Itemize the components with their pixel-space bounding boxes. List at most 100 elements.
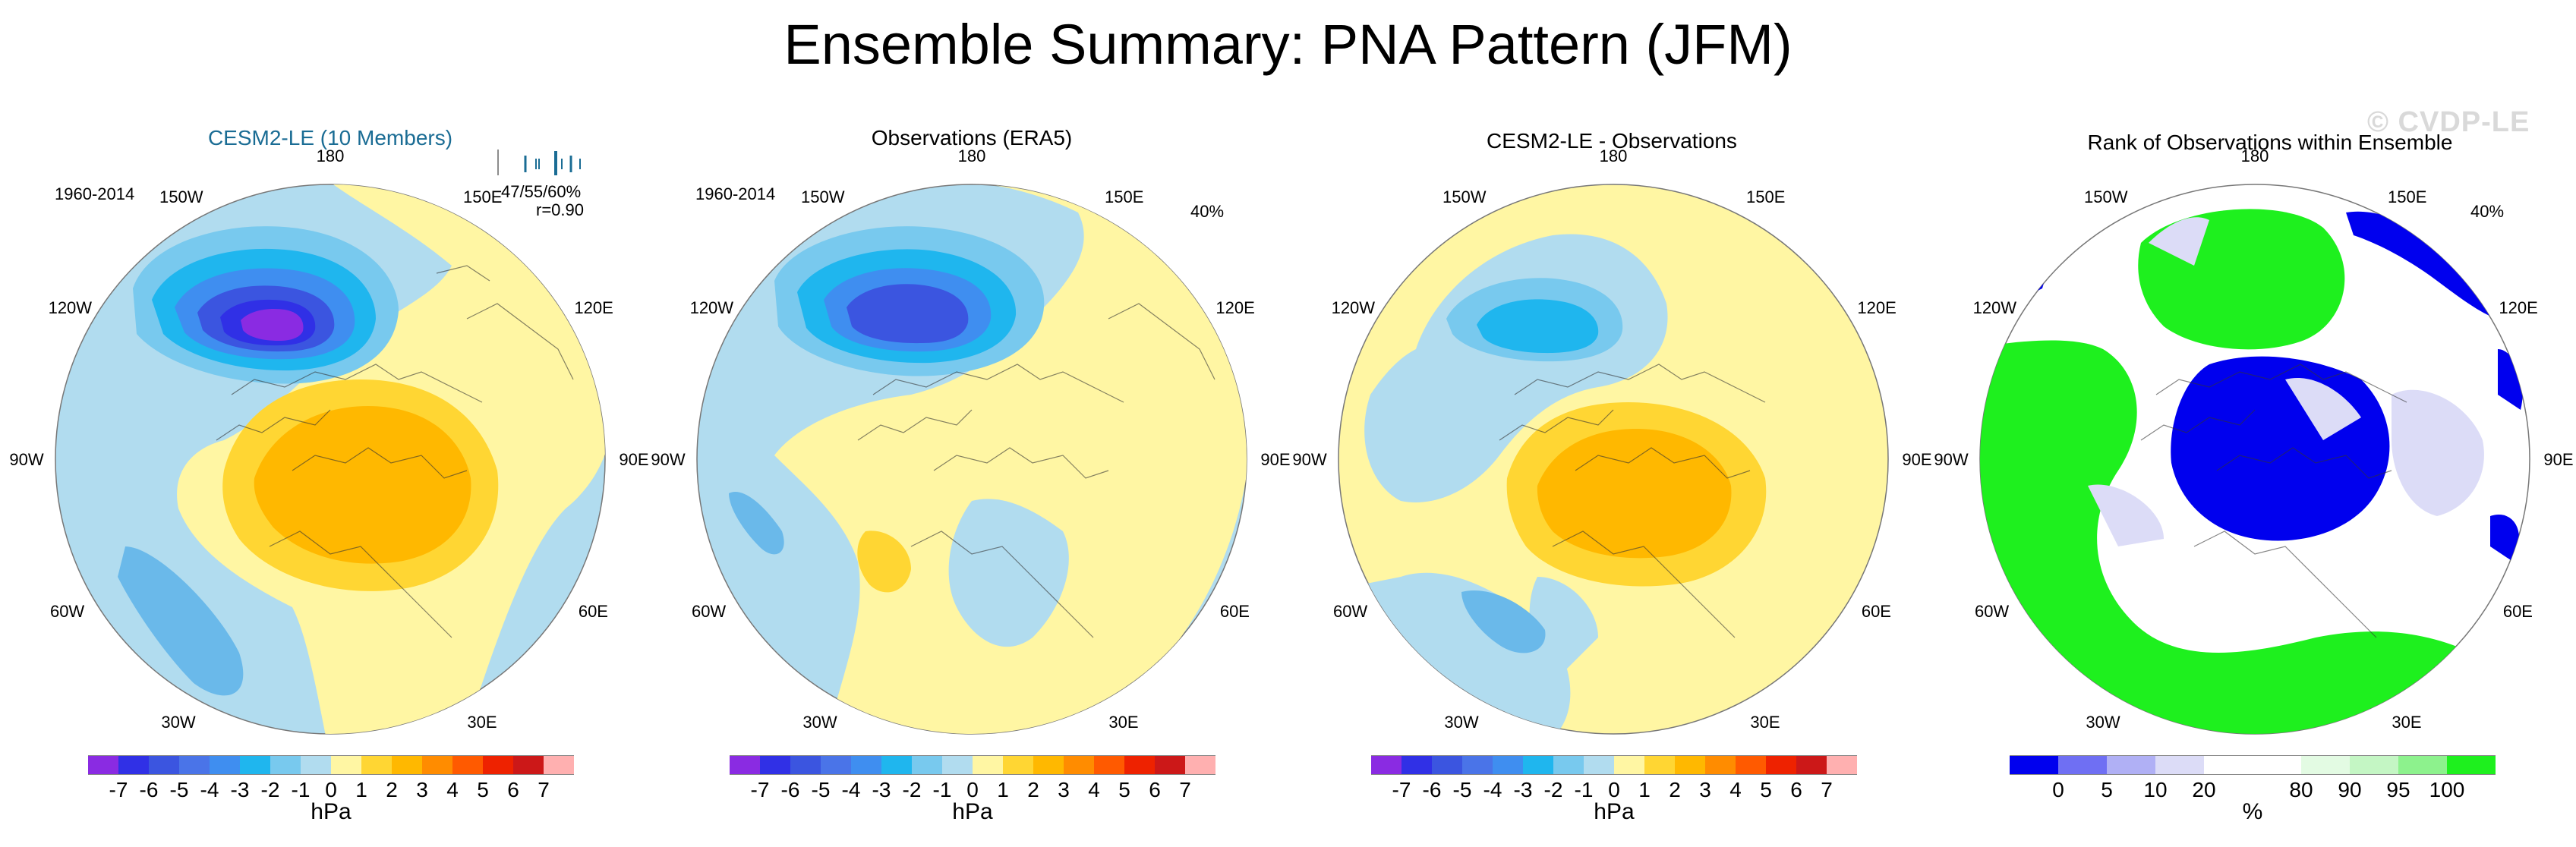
period-label-cesm: 1960-2014 [55, 184, 135, 203]
lon-label-p0-2: 120E [574, 298, 613, 317]
lon-label-p0-9: 90W [9, 450, 44, 469]
lon-label-p1-10: 120W [689, 298, 734, 317]
colorbar-hpa-0-swatch-11 [422, 755, 452, 775]
colorbar-hpa-1-tick-4: -3 [872, 778, 891, 801]
colorbar-hpa-0-swatch-15 [544, 755, 574, 775]
lon-label-p2-1: 150E [1746, 187, 1786, 206]
colorbar-hpa-2-swatch-7 [1584, 755, 1614, 775]
colorbar-hpa-0-swatch-9 [361, 755, 392, 775]
colorbar-hpa-2-tick-4: -3 [1513, 778, 1533, 801]
colorbar-hpa-1-swatch-7 [942, 755, 973, 775]
panel-title-cesm: CESM2-LE (10 Members) [207, 126, 453, 150]
lon-label-p2-2: 120E [1857, 298, 1897, 317]
lon-label-p2-7: 30W [1444, 713, 1479, 732]
lon-label-p2-10: 120W [1331, 298, 1376, 317]
colorbar-hpa-1-tick-2: -5 [811, 778, 831, 801]
colorbar-rank-tick-3: 20 [2192, 778, 2216, 801]
colorbar-hpa-1-tick-10: 3 [1058, 778, 1070, 801]
colorbar-hpa-2-swatch-15 [1827, 755, 1857, 775]
colorbar-hpa-2-tick-9: 2 [1669, 778, 1681, 801]
colorbar-hpa-2-tick-13: 6 [1790, 778, 1802, 801]
colorbar-hpa-0-tick-12: 5 [477, 778, 489, 801]
colorbar-hpa-2-unit: hPa [1594, 799, 1635, 824]
lon-label-p1-7: 30W [802, 713, 837, 732]
colorbar-rank-swatch-3 [2155, 755, 2204, 775]
colorbar-hpa-1-tick-12: 5 [1118, 778, 1130, 801]
colorbar-rank-swatch-0 [2010, 755, 2058, 775]
pattern-correlation-r: r=0.90 [536, 200, 584, 219]
lon-label-p3-7: 30W [2086, 713, 2120, 732]
lon-label-p1-4: 60E [1219, 602, 1250, 621]
lon-label-p0-5: 30E [467, 713, 497, 732]
colorbar-hpa-0-swatch-3 [179, 755, 210, 775]
colorbar-hpa-0-tick-1: -6 [139, 778, 159, 801]
colorbar-hpa-2-swatch-2 [1432, 755, 1462, 775]
colorbar-hpa-0-tick-9: 2 [386, 778, 398, 801]
colorbar-hpa-1-tick-14: 7 [1179, 778, 1191, 801]
lon-label-p1-8: 60W [691, 602, 727, 621]
colorbar-hpa-2-tick-10: 3 [1699, 778, 1711, 801]
colorbar-hpa-2-swatch-10 [1675, 755, 1705, 775]
colorbar-hpa-1-swatch-2 [790, 755, 821, 775]
colorbar-hpa-1-tick-0: -7 [750, 778, 770, 801]
lon-label-p3-8: 60W [1974, 602, 2010, 621]
colorbar-hpa-2-swatch-4 [1493, 755, 1523, 775]
lon-label-p3-10: 120W [1972, 298, 2017, 317]
colorbar-hpa-1-swatch-1 [760, 755, 790, 775]
lon-label-p2-4: 60E [1861, 602, 1891, 621]
variance-label-obs: 40% [1190, 202, 1225, 221]
colorbar-hpa-1-swatch-14 [1155, 755, 1185, 775]
lon-label-p0-11: 150W [159, 187, 203, 206]
lon-label-p1-9: 90W [651, 450, 686, 469]
colorbar-rank-tick-1: 5 [2101, 778, 2113, 801]
colorbar-hpa-0-swatch-2 [149, 755, 179, 775]
panel-title-obs: Observations (ERA5) [871, 126, 1073, 150]
colorbar-hpa-0-tick-5: -2 [260, 778, 280, 801]
colorbar-hpa-0-swatch-7 [301, 755, 331, 775]
colorbar-hpa-1-tick-3: -4 [841, 778, 861, 801]
colorbar-rank-swatch-2 [2107, 755, 2155, 775]
colorbar-hpa-0-tick-6: -1 [291, 778, 311, 801]
lon-label-p1-3: 90E [1260, 450, 1291, 469]
lon-label-p3-0: 180 [2240, 146, 2269, 165]
atlantic-low [118, 546, 244, 696]
map-panel-cesm [55, 184, 606, 735]
colorbar-hpa-0-swatch-10 [392, 755, 422, 775]
period-label-obs: 1960-2014 [695, 184, 776, 203]
lon-label-p2-11: 150W [1442, 187, 1487, 206]
colorbar-hpa-0-swatch-5 [240, 755, 270, 775]
colorbar-rank-swatch-9 [2447, 755, 2496, 775]
colorbar-rank-swatch-6 [2301, 755, 2350, 775]
lon-label-p2-3: 90E [1902, 450, 1932, 469]
lon-label-p3-2: 120E [2499, 298, 2538, 317]
lon-label-p3-4: 60E [2502, 602, 2533, 621]
colorbar-hpa-2-swatch-3 [1462, 755, 1493, 775]
lon-label-p0-8: 60W [49, 602, 85, 621]
colorbar-rank-swatch-8 [2398, 755, 2447, 775]
colorbar-hpa-2-tick-5: -2 [1543, 778, 1563, 801]
colorbar-hpa-0-tick-4: -3 [230, 778, 250, 801]
lon-label-p3-5: 30E [2392, 713, 2422, 732]
colorbar-hpa-2-swatch-1 [1402, 755, 1432, 775]
colorbar-hpa-1-swatch-6 [912, 755, 942, 775]
colorbar-hpa-2-swatch-11 [1705, 755, 1736, 775]
colorbar-hpa-2-tick-3: -4 [1483, 778, 1502, 801]
colorbar-hpa-1-swatch-12 [1094, 755, 1124, 775]
lon-label-p0-10: 120W [48, 298, 93, 317]
lon-label-p2-8: 60W [1332, 602, 1368, 621]
colorbar-hpa-0-swatch-6 [270, 755, 301, 775]
colorbar-hpa-2-tick-0: -7 [1392, 778, 1411, 801]
pattern-correlation-stats: 47/55/60% [501, 182, 582, 201]
colorbar-hpa-0-tick-10: 3 [416, 778, 428, 801]
colorbar-hpa-2-swatch-8 [1614, 755, 1644, 775]
lon-label-p0-1: 150E [463, 187, 503, 206]
colorbar-rank-swatch-5 [2253, 755, 2301, 775]
colorbar-hpa-1-swatch-5 [881, 755, 912, 775]
lon-label-p1-2: 120E [1215, 298, 1255, 317]
colorbar-hpa-2-tick-8: 1 [1638, 778, 1651, 801]
colorbar-hpa-1-tick-11: 4 [1088, 778, 1100, 801]
colorbar-hpa-1-tick-1: -6 [780, 778, 800, 801]
colorbar-hpa-1-swatch-13 [1124, 755, 1155, 775]
high-contour-2 [254, 406, 471, 564]
colorbar-hpa-0-swatch-1 [118, 755, 149, 775]
